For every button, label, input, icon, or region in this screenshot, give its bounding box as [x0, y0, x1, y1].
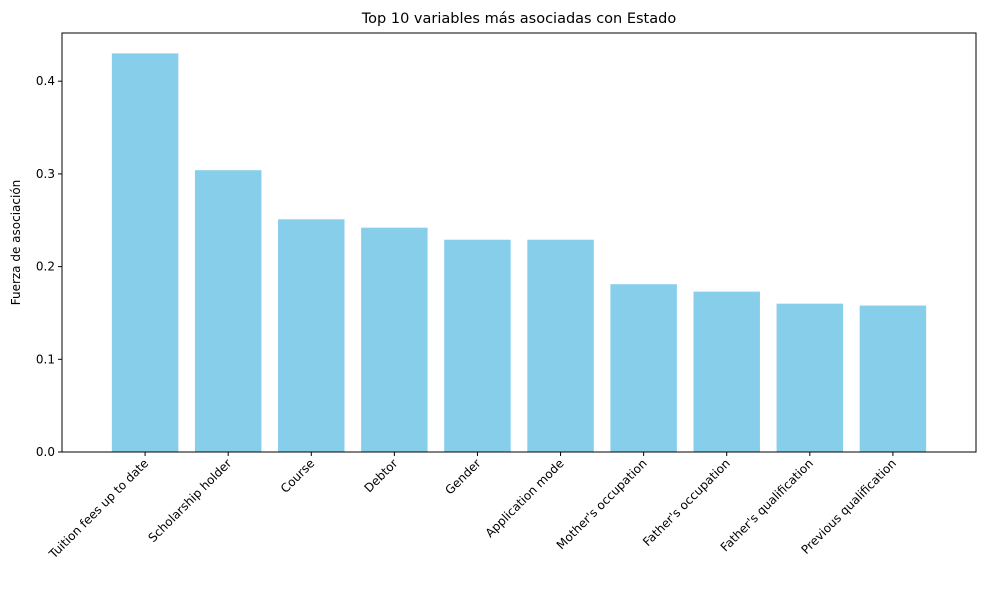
y-tick-label: 0.3: [36, 167, 55, 181]
bar: [776, 303, 844, 452]
bar: [693, 291, 760, 452]
x-tick-label: Application mode: [483, 456, 567, 540]
y-tick-label: 0.1: [36, 352, 55, 366]
y-axis-ticks: 0.0 0.1 0.2 0.3 0.4: [36, 74, 62, 459]
bar: [444, 239, 511, 452]
bar: [361, 227, 428, 452]
bar: [859, 305, 927, 452]
y-tick-label: 0.0: [36, 445, 55, 459]
x-tick-label: Previous qualification: [798, 456, 899, 557]
plot-frame: [61, 32, 977, 453]
bar: [610, 284, 677, 452]
bars-group: [111, 53, 927, 453]
chart-title: Top 10 variables más asociadas con Estad…: [361, 11, 677, 27]
x-tick-label: Mother's occupation: [554, 456, 650, 552]
bar: [111, 53, 179, 453]
x-tick-label: Gender: [442, 456, 483, 497]
x-tick-label: Tuition fees up to date: [46, 456, 152, 562]
y-tick-label: 0.4: [36, 74, 55, 88]
x-tick-label: Course: [278, 456, 318, 496]
y-tick-label: 0.2: [36, 260, 55, 274]
x-tick-label: Father's occupation: [640, 456, 733, 549]
x-tick-label: Father's qualification: [718, 456, 816, 554]
y-axis-label: Fuerza de asociación: [9, 180, 23, 306]
bar: [278, 219, 345, 452]
x-tick-label: Scholarship holder: [145, 456, 234, 545]
x-tick-label: Debtor: [361, 456, 400, 495]
bar: [527, 239, 594, 452]
bar: [194, 170, 262, 452]
